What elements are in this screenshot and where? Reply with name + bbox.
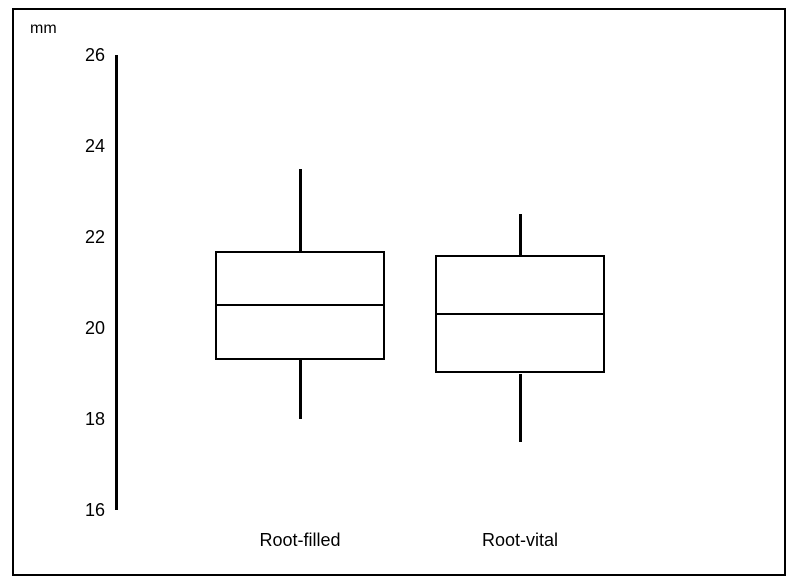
category-label: Root-vital [482, 530, 558, 551]
y-tick-label: 26 [45, 45, 105, 66]
whisker-lower [299, 360, 302, 419]
median-line [435, 313, 605, 315]
whisker-lower [519, 374, 522, 442]
y-tick-label: 18 [45, 409, 105, 430]
median-line [215, 304, 385, 306]
y-unit-label: mm [30, 20, 57, 38]
chart-frame [12, 8, 786, 576]
whisker-upper [519, 214, 522, 255]
y-tick-label: 20 [45, 318, 105, 339]
y-axis [115, 55, 118, 510]
y-tick-label: 22 [45, 227, 105, 248]
y-tick-label: 16 [45, 500, 105, 521]
whisker-upper [299, 169, 302, 251]
y-tick-label: 24 [45, 136, 105, 157]
category-label: Root-filled [259, 530, 340, 551]
